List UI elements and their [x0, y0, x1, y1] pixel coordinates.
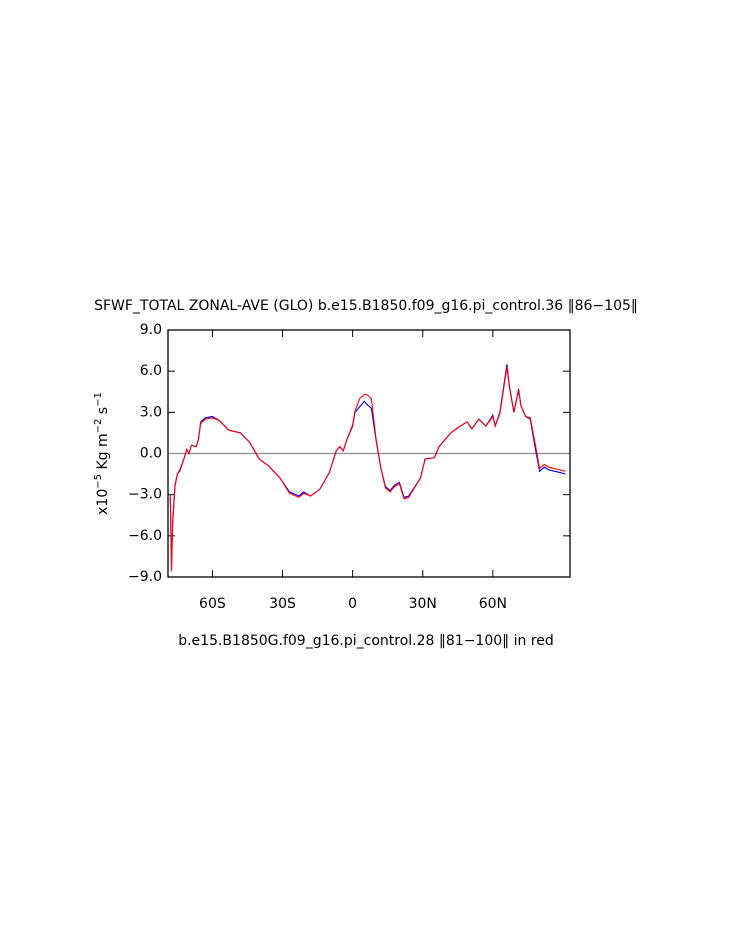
y-label-text: Kg m — [95, 433, 111, 474]
y-tick-label: −6.0 — [128, 528, 162, 544]
x-tick-label: 30N — [409, 596, 437, 612]
y-tick-label: −3.0 — [128, 487, 162, 503]
y-label-text: x10 — [95, 489, 111, 515]
y-label-exponent: −2 — [93, 419, 104, 434]
y-tick-label: −9.0 — [128, 569, 162, 585]
chart-title: SFWF_TOTAL ZONAL-AVE (GLO) b.e15.B1850.f… — [94, 298, 638, 314]
y-axis-label: x10−5 Kg m−2 s−1 — [93, 392, 112, 515]
y-tick-label: 9.0 — [140, 322, 162, 338]
y-tick-label: 3.0 — [140, 404, 162, 420]
y-tick-label: 0.0 — [140, 446, 162, 462]
y-tick-label: 6.0 — [140, 363, 162, 379]
x-tick-label: 60S — [199, 596, 226, 612]
plot-frame — [167, 329, 571, 578]
x-tick-label: 0 — [348, 596, 357, 612]
x-tick-label: 60N — [479, 596, 507, 612]
x-tick-label: 30S — [269, 596, 296, 612]
y-label-exponent: −5 — [93, 474, 104, 489]
series-line — [169, 364, 566, 568]
series-line — [169, 366, 566, 572]
chart-subtitle: b.e15.B1850G.f09_g16.pi_control.28 ‖81−1… — [178, 633, 554, 649]
y-label-exponent: −1 — [93, 392, 104, 407]
y-label-text: s — [95, 407, 111, 419]
